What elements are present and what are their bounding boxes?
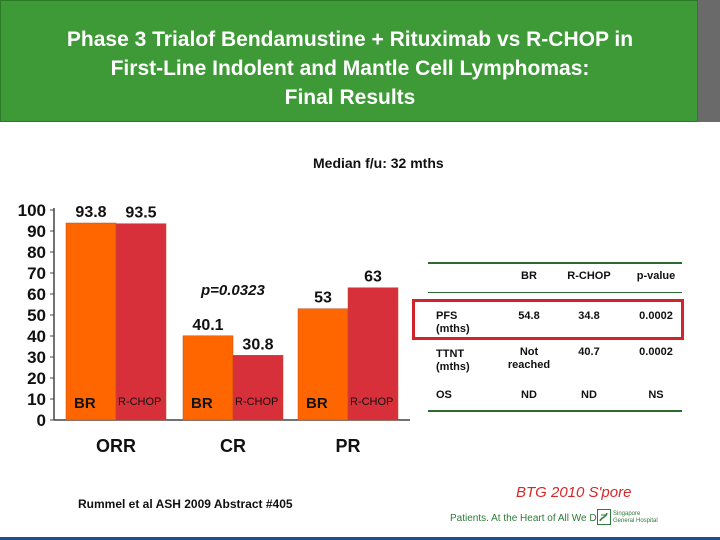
category-label: PR bbox=[335, 436, 360, 456]
bar bbox=[182, 335, 234, 421]
y-tick-label: 50 bbox=[27, 306, 46, 325]
bar-chart: 0 10 20 30 40 50 60 70 80 90 100 93.8 BR 93.5 R-CHOP OR… bbox=[18, 201, 410, 456]
table-cell: Not reached bbox=[507, 346, 551, 371]
bar bbox=[65, 222, 117, 421]
title-line: Final Results bbox=[284, 86, 416, 109]
table-cell: 0.0002 bbox=[639, 346, 673, 358]
series-label: R-CHOP bbox=[350, 396, 393, 408]
table-row-label: OS bbox=[436, 389, 452, 401]
data-label: 93.8 bbox=[75, 204, 106, 221]
series-label: BR bbox=[74, 395, 96, 412]
data-label: 93.5 bbox=[125, 205, 156, 222]
table-header: BR bbox=[521, 270, 537, 282]
y-tick-label: 30 bbox=[27, 348, 46, 367]
y-tick-label: 40 bbox=[27, 327, 46, 346]
bar bbox=[115, 223, 167, 421]
data-label: 30.8 bbox=[242, 336, 273, 353]
results-table: BR R-CHOP p-value PFS (mths) 54.8 34.8 0.0002 TT… bbox=[428, 262, 682, 412]
hospital-logo-icon bbox=[597, 509, 611, 525]
banner-edge bbox=[698, 0, 720, 122]
table-header: p-value bbox=[636, 270, 676, 282]
table-cell: 34.8 bbox=[578, 310, 600, 322]
table-top-rule bbox=[428, 262, 682, 264]
table-cell: ND bbox=[581, 389, 597, 401]
title-line: First-Line Indolent and Mantle Cell Lymp… bbox=[110, 57, 590, 80]
table-bottom-rule bbox=[428, 410, 682, 412]
hospital-name: Singapore General Hospital bbox=[613, 511, 658, 525]
table-row-label: TTNT (mths) bbox=[436, 348, 470, 373]
median-followup: Median f/u: 32 mths bbox=[313, 155, 444, 171]
title-banner: Phase 3 Trialof Bendamustine + Rituximab… bbox=[0, 0, 698, 122]
data-label: 53 bbox=[314, 290, 332, 307]
table-row-label: PFS (mths) bbox=[436, 310, 470, 335]
y-tick-label: 100 bbox=[18, 201, 46, 220]
y-tick-label: 90 bbox=[27, 222, 46, 241]
slide-title: Phase 3 Trialof Bendamustine + Rituximab… bbox=[1, 25, 699, 112]
y-tick-label: 10 bbox=[27, 390, 46, 409]
pfs-highlight-box bbox=[412, 299, 684, 340]
bar bbox=[297, 308, 349, 421]
bottom-bar bbox=[0, 537, 720, 540]
hospital-line: General Hospital bbox=[613, 518, 658, 524]
citation: Rummel et al ASH 2009 Abstract #405 bbox=[78, 497, 293, 511]
y-tick-label: 20 bbox=[27, 369, 46, 388]
category-label: ORR bbox=[96, 436, 136, 456]
table-header-rule bbox=[428, 292, 682, 293]
bar bbox=[232, 355, 284, 421]
y-tick-label: 80 bbox=[27, 243, 46, 262]
table-cell: 54.8 bbox=[518, 310, 540, 322]
series-label: R-CHOP bbox=[118, 396, 161, 408]
table-cell: 40.7 bbox=[578, 346, 600, 358]
table-header: R-CHOP bbox=[567, 270, 611, 282]
y-tick-label: 60 bbox=[27, 285, 46, 304]
table-cell: 0.0002 bbox=[639, 310, 673, 322]
series-label: BR bbox=[306, 395, 328, 412]
y-tick-label: 70 bbox=[27, 264, 46, 283]
table-cell: NS bbox=[648, 389, 664, 401]
btg-label: BTG 2010 S'pore bbox=[516, 484, 632, 501]
p-value-annotation: p=0.0323 bbox=[200, 282, 265, 299]
series-label: R-CHOP bbox=[235, 396, 278, 408]
series-label: BR bbox=[191, 395, 213, 412]
data-label: 40.1 bbox=[192, 317, 223, 334]
title-line: Phase 3 Trialof Bendamustine + Rituximab… bbox=[66, 28, 634, 51]
data-label: 63 bbox=[364, 269, 382, 286]
category-label: CR bbox=[220, 436, 246, 456]
bar bbox=[347, 287, 399, 421]
footer-tagline: Patients. At the Heart of All We Do. bbox=[450, 513, 605, 524]
y-tick-label: 0 bbox=[37, 411, 46, 430]
table-cell: ND bbox=[521, 389, 537, 401]
hospital-line: Singapore bbox=[613, 511, 641, 517]
